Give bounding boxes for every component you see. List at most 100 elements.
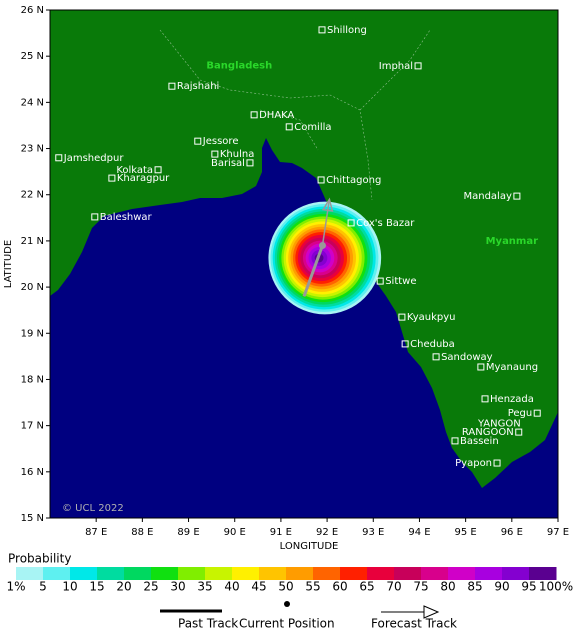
city-marker	[347, 219, 355, 227]
city-label: Sittwe	[385, 276, 416, 287]
city-label: Henzada	[490, 394, 534, 405]
city-label: RANGOON	[462, 427, 514, 438]
city-marker	[250, 111, 258, 119]
legend-label: 75	[413, 580, 428, 594]
past-track	[302, 245, 324, 297]
y-axis-label: LATITUDE	[3, 240, 14, 288]
legend-label: 35	[197, 580, 212, 594]
legend-label: 30	[170, 580, 185, 594]
city-marker	[432, 353, 440, 361]
forecast-track	[321, 199, 331, 246]
city-label: Chittagong	[326, 175, 381, 186]
city-marker	[211, 150, 219, 158]
legend-swatch	[313, 567, 341, 580]
country-label: Bangladesh	[206, 60, 272, 71]
forecast-track-label: Forecast Track	[371, 617, 457, 631]
city-label: Kharagpur	[117, 173, 170, 184]
legend-label: 1%	[6, 580, 25, 594]
city-label: Kolkata	[116, 165, 153, 176]
legend-swatch	[367, 567, 395, 580]
legend-label: 10	[62, 580, 77, 594]
current-position	[318, 242, 326, 250]
x-tick-label: 91 E	[270, 527, 292, 538]
x-tick-label: 88 E	[131, 527, 153, 538]
past-track-label: Past Track	[178, 617, 238, 631]
city-marker	[376, 277, 384, 285]
city-marker	[194, 137, 202, 145]
legend-swatch	[16, 567, 44, 580]
legend-swatch	[178, 567, 206, 580]
city-marker	[108, 174, 116, 182]
city-label: Mandalay	[463, 191, 511, 202]
city-label: Sandoway	[441, 352, 493, 363]
forecast-track-key	[381, 605, 440, 619]
legend-label: 60	[332, 580, 347, 594]
legend-label: 55	[305, 580, 320, 594]
legend-label: 40	[224, 580, 239, 594]
x-axis-label: LONGITUDE	[280, 541, 339, 552]
y-tick-label: 23 N	[21, 144, 44, 155]
legend-swatch	[232, 567, 260, 580]
city-marker	[533, 409, 541, 417]
legend-label: 20	[116, 580, 131, 594]
current-position-key	[284, 601, 290, 607]
city-marker	[246, 159, 254, 167]
city-marker	[317, 176, 325, 184]
city-label: Jessore	[202, 136, 239, 147]
probability-field	[268, 197, 382, 315]
x-tick-label: 87 E	[85, 527, 107, 538]
legend-title: Probability	[8, 552, 71, 566]
y-tick-label: 26 N	[21, 5, 44, 16]
x-tick-label: 96 E	[501, 527, 523, 538]
city-marker	[91, 213, 99, 221]
legend-label: 65	[359, 580, 374, 594]
city-label: Pyapon	[455, 458, 492, 469]
legend-swatch	[70, 567, 98, 580]
x-tick-label: 89 E	[177, 527, 199, 538]
x-tick-label: 92 E	[316, 527, 338, 538]
legend-swatch	[151, 567, 179, 580]
legend-label: 100%	[539, 580, 573, 594]
country-label: Myanmar	[486, 236, 539, 247]
legend-label: 85	[467, 580, 482, 594]
forecast-arrowhead	[321, 197, 334, 212]
city-label: Bassein	[460, 436, 499, 447]
city-marker	[477, 363, 485, 371]
y-tick-label: 19 N	[21, 328, 44, 339]
legend-label: 25	[143, 580, 158, 594]
city-label: Rajshahi	[177, 81, 219, 92]
legend-label: 90	[494, 580, 509, 594]
city-marker	[318, 26, 326, 34]
city-marker	[55, 154, 63, 162]
city-marker	[481, 395, 489, 403]
place-label: YANGON	[477, 418, 521, 429]
legend-swatch	[421, 567, 449, 580]
map-frame	[49, 9, 559, 519]
x-tick-label: 93 E	[362, 527, 384, 538]
city-label: Cheduba	[410, 339, 455, 350]
x-tick-label: 94 E	[408, 527, 430, 538]
legend-label: 95	[521, 580, 536, 594]
city-label: Baleshwar	[100, 212, 153, 223]
city-marker	[515, 428, 523, 436]
legend-swatch	[340, 567, 368, 580]
legend-swatch	[475, 567, 503, 580]
city-label: Cox's Bazar	[356, 218, 415, 229]
city-label: Myanaung	[486, 362, 538, 373]
city-label: Imphal	[379, 61, 413, 72]
y-tick-label: 24 N	[21, 97, 44, 108]
y-tick-label: 17 N	[21, 421, 44, 432]
city-label: Shillong	[327, 25, 367, 36]
city-label: Jamshedpur	[63, 153, 125, 164]
y-tick-label: 16 N	[21, 467, 44, 478]
city-marker	[398, 313, 406, 321]
city-marker	[513, 192, 521, 200]
city-marker	[285, 123, 293, 131]
city-marker	[154, 166, 162, 174]
city-marker	[414, 62, 422, 70]
legend-swatch	[502, 567, 530, 580]
city-label: Khulna	[220, 149, 254, 160]
legend-swatch	[448, 567, 476, 580]
city-marker	[493, 459, 501, 467]
